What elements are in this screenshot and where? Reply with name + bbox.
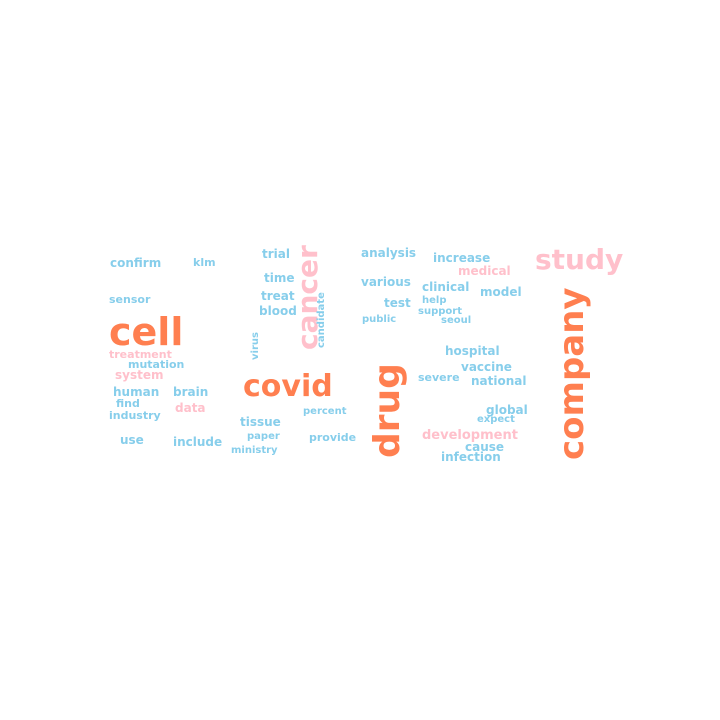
word-test: test bbox=[384, 296, 411, 310]
word-clinical: clinical bbox=[422, 280, 470, 294]
word-vaccine: vaccine bbox=[461, 360, 512, 374]
word-sensor: sensor bbox=[109, 293, 151, 306]
word-drug: drug bbox=[367, 363, 408, 458]
word-model: model bbox=[480, 285, 522, 299]
word-global: global bbox=[486, 403, 528, 417]
word-system: system bbox=[115, 368, 164, 382]
word-paper: paper bbox=[247, 431, 280, 442]
word-include: include bbox=[173, 435, 223, 449]
word-national: national bbox=[471, 374, 527, 388]
word-cell: cell bbox=[109, 310, 184, 354]
word-public: public bbox=[362, 314, 397, 325]
word-human: human bbox=[113, 385, 160, 399]
word-seoul: seoul bbox=[441, 315, 472, 326]
word-support: support bbox=[418, 306, 462, 317]
word-data: data bbox=[175, 401, 206, 415]
word-expect: expect bbox=[477, 414, 515, 425]
word-company: company bbox=[552, 287, 592, 460]
word-development: development bbox=[422, 428, 518, 443]
word-treat: treat bbox=[261, 289, 295, 303]
word-time: time bbox=[264, 271, 295, 285]
word-klm: klm bbox=[193, 256, 216, 269]
word-percent: percent bbox=[303, 406, 347, 417]
word-blood: blood bbox=[259, 304, 297, 318]
word-hospital: hospital bbox=[445, 344, 500, 358]
word-study: study bbox=[535, 243, 624, 276]
word-virus: virus bbox=[250, 332, 261, 360]
word-candidate: candidate bbox=[316, 292, 327, 348]
word-help: help bbox=[422, 295, 447, 306]
word-use: use bbox=[120, 433, 144, 447]
word-industry: industry bbox=[109, 409, 161, 422]
word-severe: severe bbox=[418, 371, 460, 384]
word-find: find bbox=[116, 397, 140, 410]
word-treatment: treatment bbox=[109, 348, 172, 361]
word-cause: cause bbox=[465, 440, 505, 454]
word-trial: trial bbox=[262, 247, 290, 261]
word-confirm: confirm bbox=[110, 256, 162, 270]
word-increase: increase bbox=[433, 251, 491, 265]
word-mutation: mutation bbox=[128, 358, 185, 371]
word-provide: provide bbox=[309, 431, 357, 444]
word-covid: covid bbox=[243, 369, 333, 404]
word-various: various bbox=[361, 275, 411, 289]
word-infection: infection bbox=[441, 450, 501, 464]
word-analysis: analysis bbox=[361, 246, 417, 260]
word-medical: medical bbox=[458, 264, 511, 278]
word-tissue: tissue bbox=[240, 415, 281, 429]
word-ministry: ministry bbox=[231, 445, 278, 456]
word-brain: brain bbox=[173, 385, 209, 399]
